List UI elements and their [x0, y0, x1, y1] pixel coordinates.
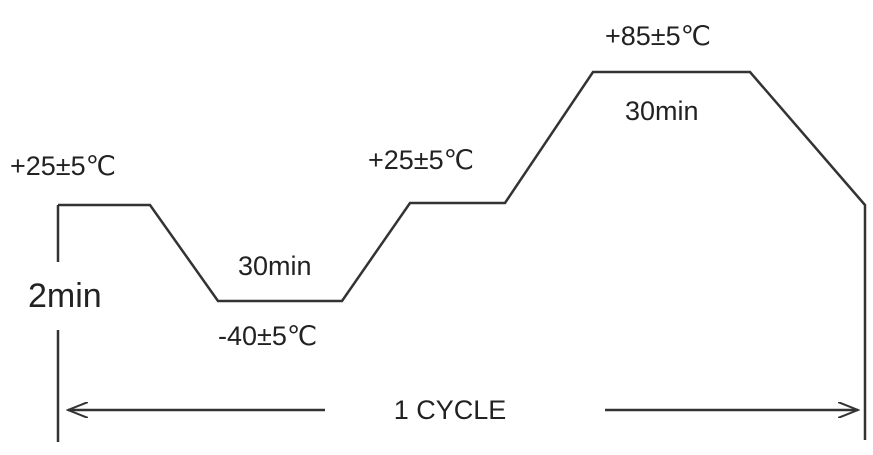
cycle-label: 1 CYCLE [394, 395, 507, 425]
high-duration: 30min [625, 96, 699, 126]
start-duration: 2min [28, 277, 102, 315]
low-temp: -40±5℃ [218, 321, 317, 351]
start-temp: +25±5℃ [10, 151, 116, 181]
mid-temp: +25±5℃ [368, 145, 474, 175]
temperature-profile [58, 70, 867, 440]
low-duration: 30min [238, 251, 312, 281]
high-temp: +85±5℃ [605, 21, 711, 51]
